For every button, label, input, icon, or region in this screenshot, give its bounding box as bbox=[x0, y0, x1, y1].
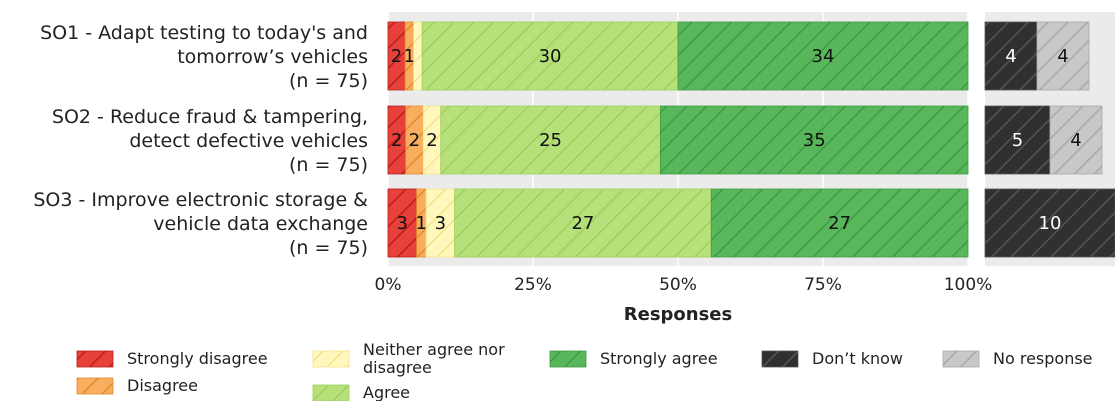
data-label: 27 bbox=[571, 213, 594, 234]
category-label: (n = 75) bbox=[289, 237, 368, 259]
data-label: 4 bbox=[1005, 46, 1016, 67]
legend-label: Strongly disagree bbox=[127, 349, 268, 368]
x-tick-label: 75% bbox=[804, 275, 842, 295]
category-label: SO1 - Adapt testing to today's and bbox=[40, 22, 368, 44]
category-label: SO2 - Reduce fraud & tampering, bbox=[52, 106, 368, 128]
legend-swatch bbox=[761, 350, 799, 368]
data-label: 4 bbox=[1057, 46, 1068, 67]
x-tick-label: 0% bbox=[375, 275, 402, 295]
category-label: detect defective vehicles bbox=[129, 130, 368, 152]
x-tick-label: 25% bbox=[514, 275, 552, 295]
bar-segment bbox=[984, 105, 1051, 175]
bar-segment bbox=[984, 188, 1115, 258]
legend-swatch bbox=[549, 350, 587, 368]
bar-segment bbox=[413, 21, 423, 91]
legend-swatch bbox=[312, 384, 350, 401]
bar-segment bbox=[421, 21, 679, 91]
data-label: 3 bbox=[397, 213, 408, 234]
legend-label: Disagree bbox=[127, 376, 198, 395]
x-tick-label: 100% bbox=[944, 275, 993, 295]
legend-swatch bbox=[76, 377, 114, 395]
data-label: 1 bbox=[416, 213, 427, 234]
category-label: vehicle data exchange bbox=[153, 213, 368, 235]
bar-segment bbox=[425, 188, 455, 258]
bar-segment bbox=[710, 188, 969, 258]
bar-segment bbox=[1036, 21, 1090, 91]
legend-label: Don’t know bbox=[812, 349, 903, 368]
data-label: 1 bbox=[404, 46, 415, 67]
data-label: 35 bbox=[803, 130, 826, 151]
category-label: tomorrow’s vehicles bbox=[177, 46, 368, 68]
category-label: (n = 75) bbox=[289, 154, 368, 176]
category-label: (n = 75) bbox=[289, 70, 368, 92]
bar-segment bbox=[677, 21, 969, 91]
bar-segment bbox=[454, 188, 712, 258]
data-label: 5 bbox=[1012, 130, 1023, 151]
data-label: 2 bbox=[409, 130, 420, 151]
bar-segment bbox=[660, 105, 969, 175]
data-label: 2 bbox=[391, 46, 402, 67]
legend-label: Agree bbox=[363, 383, 410, 401]
category-label: SO3 - Improve electronic storage & bbox=[33, 189, 368, 211]
bar-segment bbox=[440, 105, 661, 175]
legend-swatch bbox=[312, 350, 350, 368]
bar-segment bbox=[984, 21, 1038, 91]
data-label: 2 bbox=[391, 130, 402, 151]
legend-swatch bbox=[942, 350, 980, 368]
x-axis-title: Responses bbox=[624, 304, 732, 325]
legend-label: Strongly agree bbox=[600, 349, 718, 368]
data-label: 3 bbox=[435, 213, 446, 234]
legend-label: disagree bbox=[363, 358, 432, 377]
legend-label: Neither agree nor bbox=[363, 340, 505, 359]
bar-segment bbox=[1049, 105, 1103, 175]
legend-label: No response bbox=[993, 349, 1093, 368]
data-label: 2 bbox=[426, 130, 437, 151]
data-label: 10 bbox=[1039, 213, 1062, 234]
x-tick-label: 50% bbox=[659, 275, 697, 295]
data-label: 4 bbox=[1070, 130, 1081, 151]
data-label: 25 bbox=[539, 130, 562, 151]
legend-swatch bbox=[76, 350, 114, 368]
data-label: 34 bbox=[812, 46, 835, 67]
data-label: 30 bbox=[539, 46, 562, 67]
data-label: 27 bbox=[828, 213, 851, 234]
